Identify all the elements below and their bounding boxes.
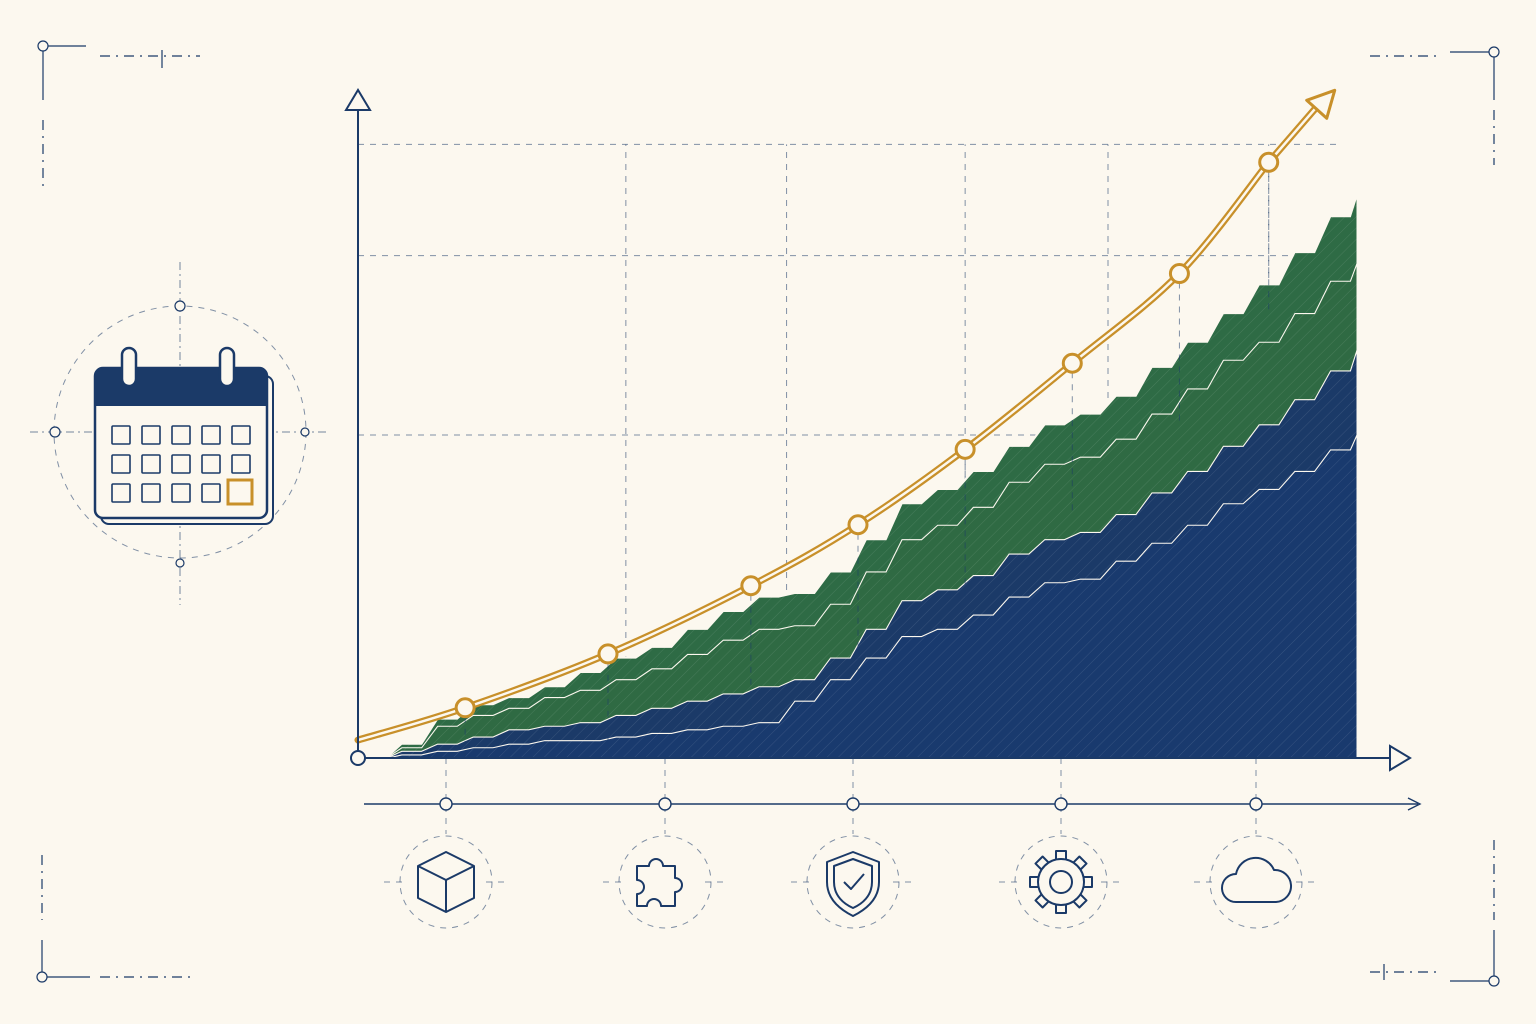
frame-corner-tl: [37, 40, 49, 52]
check-mark: [843, 873, 865, 890]
area-top-edge-4: [358, 190, 1360, 760]
calendar-icon: [93, 346, 274, 525]
calendar-day-cell: [141, 454, 161, 474]
milestone-marker: [658, 797, 672, 811]
origin-point: [350, 750, 366, 766]
milestone-marker: [1054, 797, 1068, 811]
milestone-timeline: [364, 758, 1422, 929]
gear-hole: [1049, 870, 1073, 894]
trend-point: [847, 514, 869, 536]
cube-icon: [384, 835, 508, 929]
y-axis-arrow: [344, 88, 372, 111]
calendar-medallion: [30, 262, 330, 605]
cloud-shape: [1221, 856, 1292, 903]
trend-point: [1061, 352, 1083, 374]
calendar-day-cell: [171, 425, 191, 445]
axes: [344, 88, 1412, 772]
shield-check-icon: [791, 835, 915, 929]
milestone-ring: [618, 835, 712, 929]
area-hatch-1: [358, 431, 1358, 758]
calendar-day-cell: [111, 454, 131, 474]
stacked-areas: [358, 190, 1360, 760]
shield-inner: [833, 858, 873, 909]
trend-point: [954, 438, 976, 460]
milestone-marker: [439, 797, 453, 811]
calendar-day-cell: [111, 425, 131, 445]
trend-point: [1168, 263, 1190, 285]
trend-point: [597, 643, 619, 665]
calendar-day-cell: [141, 483, 161, 503]
trend-point: [740, 575, 762, 597]
trend-point: [1258, 151, 1280, 173]
calendar-day-cell: [171, 454, 191, 474]
calendar-day-cell: [201, 425, 221, 445]
frame-marks: [36, 40, 1500, 987]
puzzle-icon: [603, 835, 727, 929]
milestone-marker: [1249, 797, 1263, 811]
x-axis-arrow: [1389, 744, 1412, 772]
calendar-day-cell: [171, 483, 191, 503]
puzzle-shape: [636, 858, 683, 907]
trend-arrowhead: [1305, 88, 1337, 120]
calendar-day-cell: [111, 483, 131, 503]
shield-shape: [826, 851, 880, 917]
calendar-day-cell: [231, 454, 251, 474]
frame-corner-tr: [1488, 46, 1500, 58]
milestone-ring: [806, 835, 900, 929]
frame-corner-br: [1488, 975, 1500, 987]
gear-icon: [999, 835, 1123, 929]
calendar-day-cell: [141, 425, 161, 445]
frame-corner-bl: [36, 971, 48, 983]
calendar-highlight-day: [226, 478, 254, 506]
gear-teeth: [1029, 850, 1093, 914]
cube-shape: [417, 851, 475, 913]
milestone-ring: [1014, 835, 1108, 929]
gear-body: [1037, 858, 1085, 906]
trend-point: [454, 697, 476, 719]
calendar-day-cell: [201, 454, 221, 474]
calendar-day-cell: [231, 425, 251, 445]
cloud-icon: [1194, 835, 1318, 929]
calendar-day-cell: [201, 483, 221, 503]
trend-line: [354, 88, 1337, 758]
milestone-marker: [846, 797, 860, 811]
